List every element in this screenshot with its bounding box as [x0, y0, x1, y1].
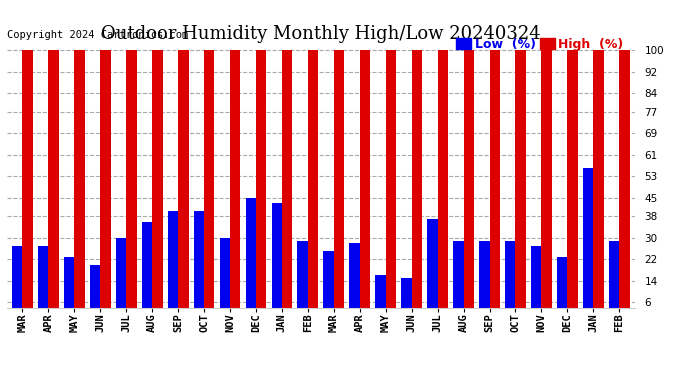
- Bar: [178, 50, 188, 318]
- Bar: [583, 168, 593, 318]
- Bar: [412, 50, 422, 318]
- Bar: [246, 198, 256, 318]
- Bar: [593, 50, 604, 318]
- Bar: [557, 256, 567, 318]
- Bar: [256, 50, 266, 318]
- Bar: [308, 50, 318, 318]
- Bar: [515, 50, 526, 318]
- Bar: [619, 50, 629, 318]
- Bar: [219, 238, 230, 318]
- Bar: [489, 50, 500, 318]
- Bar: [402, 278, 412, 318]
- Bar: [64, 256, 75, 318]
- Bar: [427, 219, 437, 318]
- Bar: [297, 240, 308, 318]
- Title: Outdoor Humidity Monthly High/Low 20240324: Outdoor Humidity Monthly High/Low 202403…: [101, 26, 541, 44]
- Bar: [48, 50, 59, 318]
- Legend: Low  (%), High  (%): Low (%), High (%): [451, 33, 629, 56]
- Bar: [609, 240, 619, 318]
- Bar: [464, 50, 474, 318]
- Bar: [531, 246, 542, 318]
- Bar: [437, 50, 448, 318]
- Text: Copyright 2024 Cartronics.com: Copyright 2024 Cartronics.com: [7, 30, 188, 40]
- Bar: [282, 50, 293, 318]
- Bar: [194, 211, 204, 318]
- Bar: [505, 240, 515, 318]
- Bar: [479, 240, 489, 318]
- Bar: [152, 50, 163, 318]
- Bar: [334, 50, 344, 318]
- Bar: [100, 50, 110, 318]
- Bar: [349, 243, 359, 318]
- Bar: [542, 50, 552, 318]
- Bar: [126, 50, 137, 318]
- Bar: [324, 251, 334, 318]
- Bar: [142, 222, 152, 318]
- Bar: [116, 238, 126, 318]
- Bar: [75, 50, 85, 318]
- Bar: [23, 50, 33, 318]
- Bar: [386, 50, 396, 318]
- Bar: [375, 275, 386, 318]
- Bar: [12, 246, 23, 318]
- Bar: [272, 203, 282, 318]
- Bar: [204, 50, 215, 318]
- Bar: [38, 246, 48, 318]
- Bar: [90, 265, 100, 318]
- Bar: [359, 50, 370, 318]
- Bar: [453, 240, 464, 318]
- Bar: [230, 50, 240, 318]
- Bar: [567, 50, 578, 318]
- Bar: [168, 211, 178, 318]
